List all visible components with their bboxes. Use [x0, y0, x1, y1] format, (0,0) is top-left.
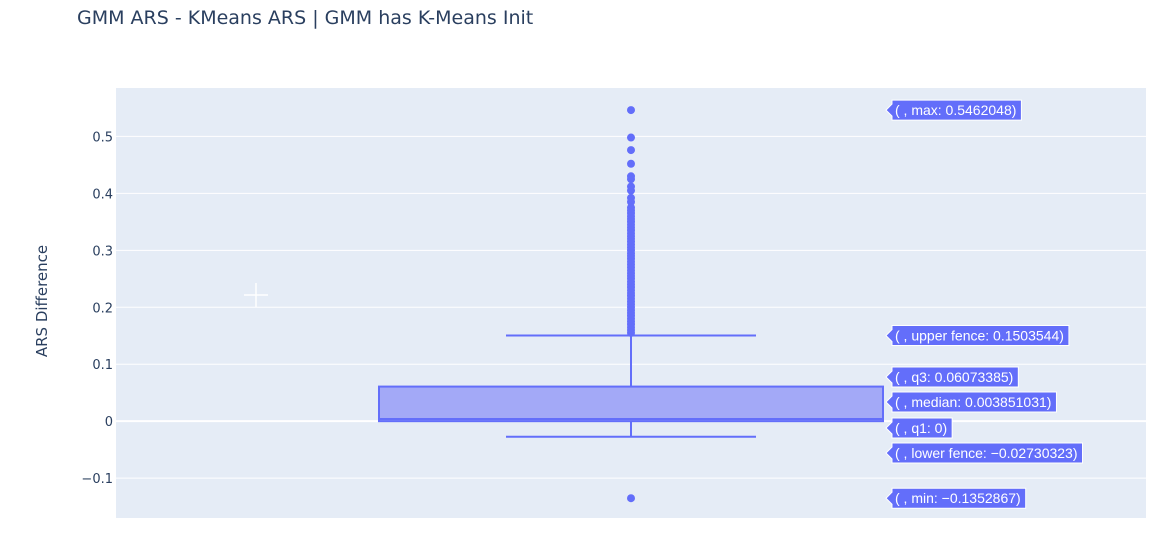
hover-label-text: ( , median: 0.003851031)	[895, 394, 1051, 410]
hover-label-max: ( , max: 0.5462048)	[885, 99, 1022, 121]
outlier-point[interactable]	[627, 175, 635, 184]
hover-label-bg	[885, 99, 1022, 121]
hover-label-text: ( , max: 0.5462048)	[895, 102, 1016, 118]
hover-label-lower-fence: ( , lower fence: −0.02730323)	[885, 442, 1084, 464]
y-tick-label: 0.5	[92, 130, 113, 145]
outlier-point[interactable]	[627, 159, 635, 168]
y-tick-label: 0.2	[92, 301, 113, 316]
hover-label-text: ( , min: −0.1352867)	[895, 490, 1021, 506]
y-axis-label: ARS Difference	[33, 245, 51, 357]
hover-label-median: ( , median: 0.003851031)	[885, 391, 1057, 413]
hover-label-text: ( , lower fence: −0.02730323)	[895, 445, 1078, 461]
hover-label-bg	[885, 417, 953, 439]
outlier-point[interactable]	[627, 133, 635, 142]
y-tick-label: 0.4	[92, 187, 113, 202]
outlier-point[interactable]	[627, 106, 635, 115]
hover-label-bg	[885, 442, 1084, 464]
y-tick-label: 0	[105, 415, 113, 430]
outlier-point[interactable]	[627, 328, 635, 337]
hover-labels: ( , max: 0.5462048) ( , upper fence: 0.15…	[885, 99, 1084, 509]
crosshair-cursor-icon	[244, 283, 268, 307]
hover-label-q3: ( , q3: 0.06073385)	[885, 366, 1019, 388]
hover-label-text: ( , upper fence: 0.1503544)	[895, 328, 1064, 344]
hover-label-bg	[885, 391, 1057, 413]
chart-title: GMM ARS - KMeans ARS | GMM has K-Means I…	[77, 7, 533, 29]
outlier-point[interactable]	[627, 146, 635, 155]
hover-label-text: ( , q1: 0)	[895, 420, 947, 436]
outlier-point[interactable]	[627, 494, 635, 503]
y-tick-label: −0.1	[81, 472, 113, 487]
hover-label-min: ( , min: −0.1352867)	[885, 487, 1027, 509]
hover-label-q1: ( , q1: 0)	[885, 417, 953, 439]
y-tick-label: 0.3	[92, 244, 113, 259]
y-tick-label: 0.1	[92, 358, 113, 373]
hover-label-bg	[885, 487, 1027, 509]
y-axis-ticks: −0.1 0 0.1 0.2 0.3 0.4 0.5	[81, 130, 113, 487]
hover-label-upper-fence: ( , upper fence: 0.1503544)	[885, 325, 1070, 347]
outlier-points[interactable]	[627, 106, 635, 503]
hover-label-text: ( , q3: 0.06073385)	[895, 369, 1013, 385]
outlier-point[interactable]	[627, 186, 635, 195]
hover-label-bg	[885, 325, 1070, 347]
outlier-point[interactable]	[627, 197, 635, 206]
box-iqr[interactable]	[378, 385, 884, 423]
hover-label-bg	[885, 366, 1019, 388]
